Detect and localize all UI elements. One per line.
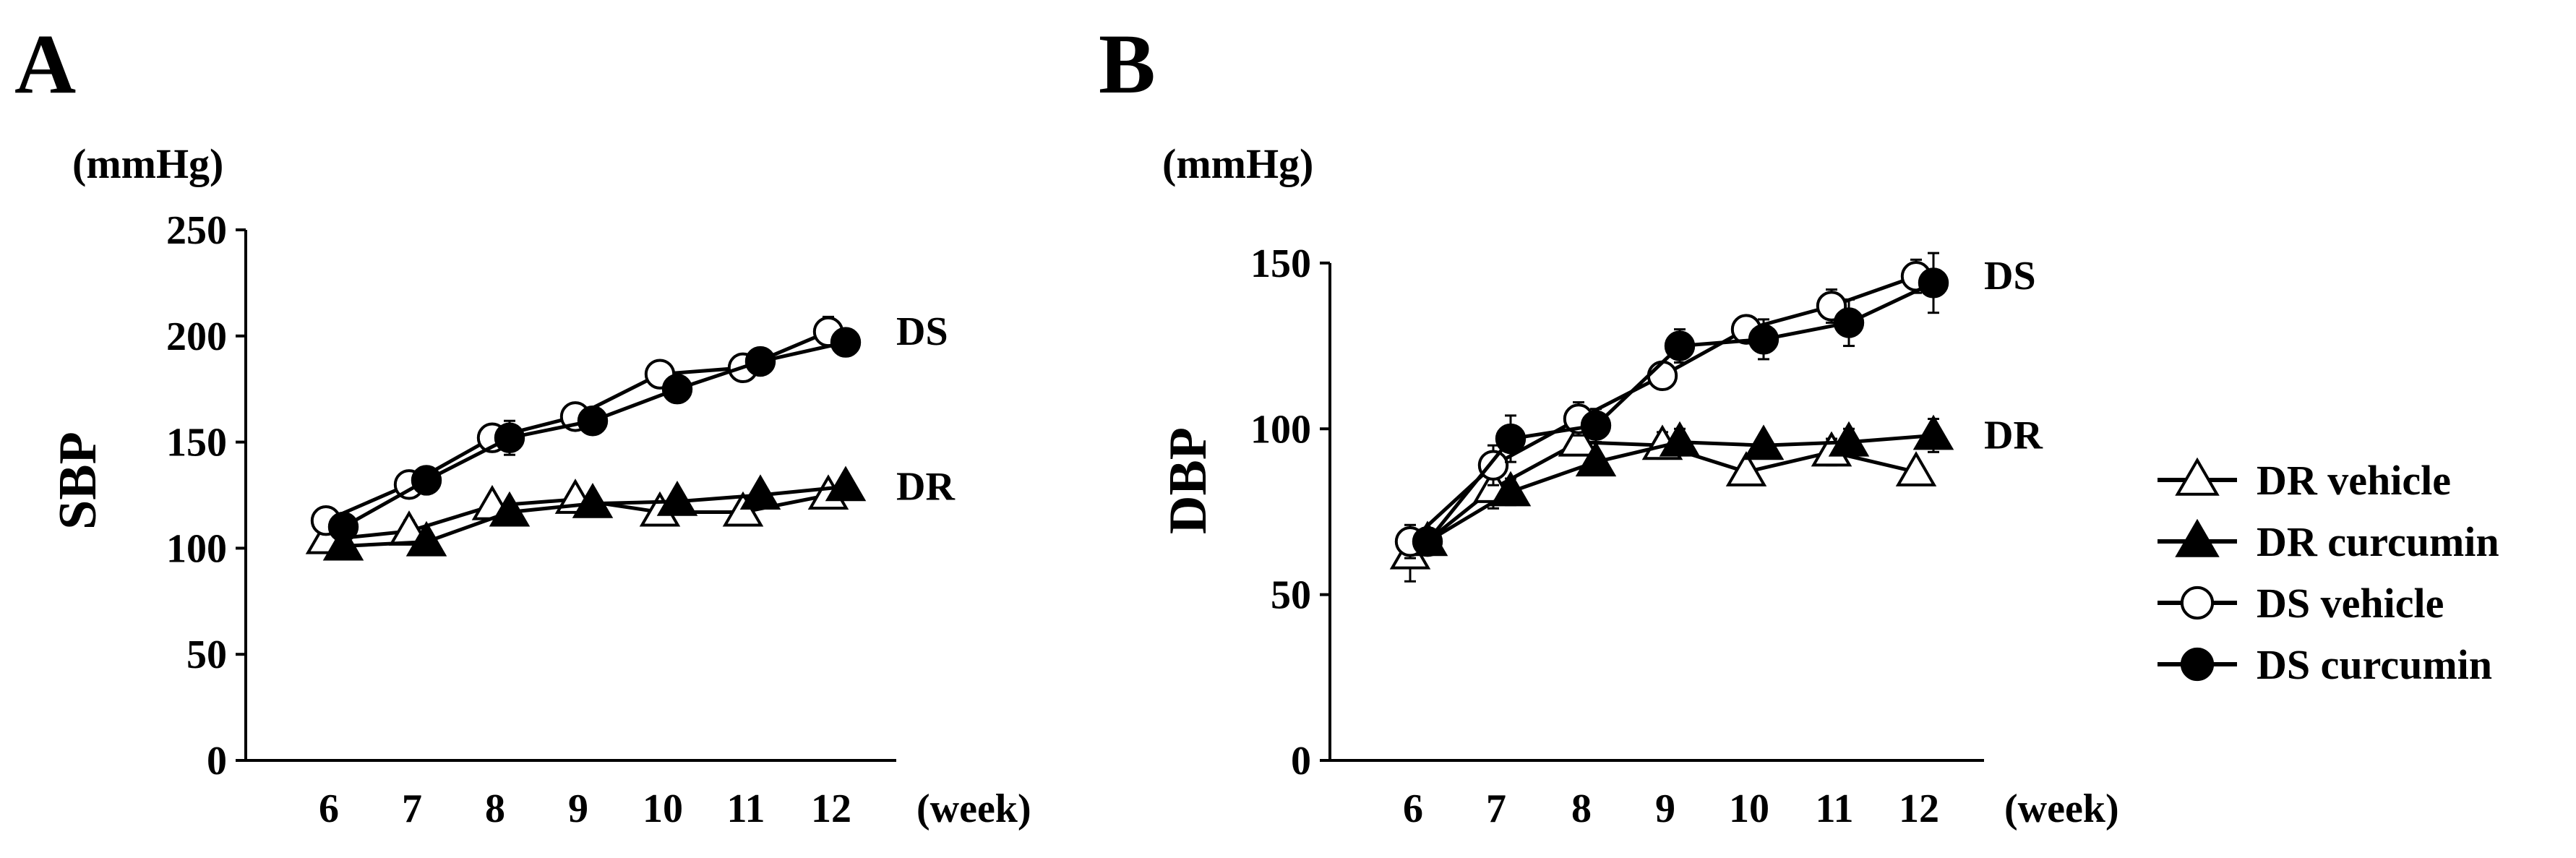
data-point [1575, 441, 1617, 477]
data-point [577, 406, 609, 437]
data-point [1477, 450, 1509, 481]
x-tick-label: 8 [1571, 786, 1592, 831]
x-tick-label: 6 [319, 786, 339, 831]
y-unit-label: (mmHg) [1162, 140, 1313, 187]
data-point [327, 511, 359, 543]
data-point [1659, 421, 1701, 457]
y-tick-label: 100 [166, 526, 227, 571]
panel-letter: B [1099, 17, 1156, 111]
data-point [1743, 424, 1785, 460]
panel-b-chart: B(mmHg) DBP 0 50 100 150 6 7 8 9 10 11 12 (week) DS DR [1099, 17, 2119, 831]
y-tick-label: 100 [1250, 407, 1311, 452]
group-label-dr: DR [896, 464, 955, 509]
data-point [656, 481, 698, 516]
data-point [830, 327, 862, 358]
data-point [1664, 330, 1696, 361]
y-unit-label: (mmHg) [72, 140, 223, 187]
x-tick-label: 12 [811, 786, 851, 831]
legend: DR vehicle DR curcumin DS vehicle DS curcum… [2158, 457, 2499, 688]
data-point [1412, 526, 1443, 557]
legend-label: DR vehicle [2257, 457, 2451, 504]
y-tick-label: 150 [1250, 241, 1311, 286]
data-point [1912, 414, 1954, 450]
panel-letter: A [14, 17, 76, 111]
data-point [1580, 410, 1612, 441]
legend-label: DR curcumin [2257, 518, 2499, 565]
legend-item: DS vehicle [2158, 580, 2444, 627]
data-point [1647, 360, 1678, 392]
data-point [489, 491, 531, 527]
legend-item: DR vehicle [2158, 457, 2451, 504]
y-tick-label: 0 [207, 739, 227, 784]
group-label-ds: DS [896, 309, 948, 354]
y-axis-title: DBP [1159, 427, 1218, 534]
y-tick-label: 250 [166, 208, 227, 253]
data-point [1725, 451, 1767, 486]
data-point [494, 422, 525, 453]
group-label-dr: DR [1984, 413, 2043, 458]
data-point [572, 482, 614, 518]
legend-item: DS curcumin [2158, 641, 2492, 688]
data-point [1895, 451, 1937, 486]
x-unit-label: (week) [916, 786, 1031, 831]
series-dr-curcumin [1407, 414, 1954, 557]
legend-label: DS curcumin [2257, 641, 2492, 688]
x-tick-label: 7 [1486, 786, 1506, 831]
y-tick-label: 0 [1291, 739, 1311, 784]
y-tick-label: 50 [186, 632, 227, 677]
data-point [739, 474, 781, 510]
series-dr-curcumin [322, 466, 867, 561]
x-unit-label: (week) [2004, 786, 2119, 831]
x-tick-label: 9 [1655, 786, 1675, 831]
series-ds-curcumin [327, 327, 862, 543]
x-tick-label: 9 [568, 786, 588, 831]
x-tick-label: 7 [402, 786, 422, 831]
x-tick-label: 11 [727, 786, 765, 831]
y-tick-label: 50 [1271, 573, 1311, 618]
data-point [825, 466, 867, 502]
data-point [722, 491, 764, 527]
data-point [661, 374, 693, 405]
data-point [1558, 421, 1600, 457]
legend-marker [2180, 585, 2215, 620]
data-point [1490, 471, 1532, 507]
x-tick-label: 8 [485, 786, 505, 831]
data-point [1918, 267, 1949, 299]
data-point [1748, 324, 1779, 355]
legend-marker [2175, 518, 2220, 557]
legend-marker [2180, 647, 2215, 682]
x-tick-label: 10 [643, 786, 683, 831]
x-tick-label: 11 [1816, 786, 1854, 831]
data-point [405, 520, 447, 557]
panel-a-chart: A (mmHg) SBP 0 50 100 150 200 250 6 7 8 9 10 11 12 (week… [14, 17, 1031, 831]
y-tick-label: 200 [166, 314, 227, 359]
data-point [322, 525, 364, 561]
series-ds-curcumin [1412, 252, 1949, 557]
legend-item: DR curcumin [2158, 518, 2499, 565]
group-label-ds: DS [1984, 254, 2036, 299]
data-point [411, 465, 442, 496]
x-tick-label: 10 [1729, 786, 1769, 831]
legend-marker [2175, 457, 2220, 496]
data-point [744, 346, 776, 377]
data-point [1833, 307, 1865, 338]
data-point [1828, 421, 1870, 457]
y-tick-label: 150 [166, 421, 227, 466]
x-tick-label: 12 [1899, 786, 1939, 831]
y-axis-title: SBP [48, 432, 108, 530]
legend-label: DS vehicle [2257, 580, 2444, 627]
data-point [1495, 423, 1527, 455]
x-tick-label: 6 [1403, 786, 1423, 831]
